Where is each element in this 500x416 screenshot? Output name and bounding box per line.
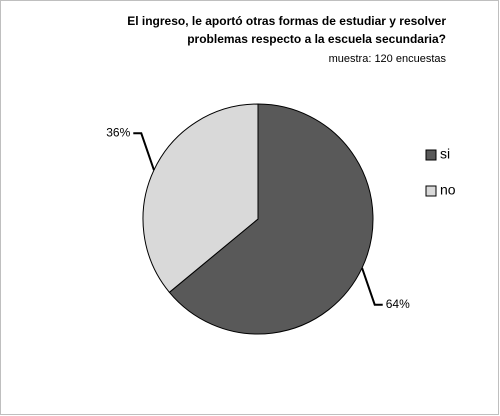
data-label: 36% xyxy=(106,125,130,139)
chart-subtitle: muestra: 120 encuestas xyxy=(329,53,447,65)
legend-swatch xyxy=(425,149,437,161)
leader-line xyxy=(361,267,383,306)
leader-line xyxy=(133,132,155,171)
chart-title: problemas respecto a la escuela secundar… xyxy=(187,32,446,46)
pie-slice xyxy=(168,103,374,335)
legend-label: no xyxy=(440,182,456,198)
data-label: 64% xyxy=(386,297,410,311)
legend-label: si xyxy=(440,146,450,162)
chart-title: El ingreso, le aportó otras formas de es… xyxy=(127,14,446,28)
legend-swatch xyxy=(425,185,437,197)
